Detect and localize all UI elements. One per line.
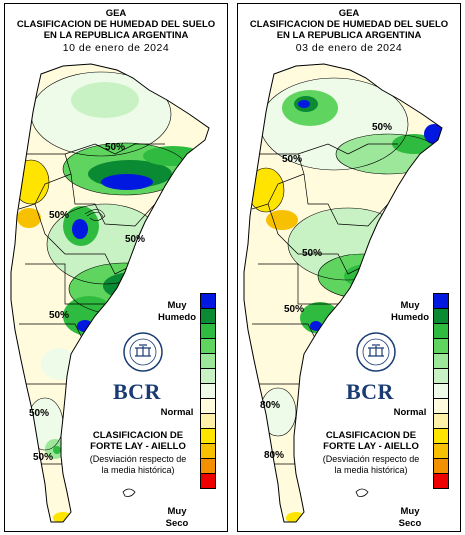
bcr-logo-text: BCR — [346, 379, 394, 404]
legend-label-very-dry: Muy — [400, 506, 420, 517]
legend-label-dry: Seco — [398, 518, 422, 529]
map-date: 10 de enero de 2024 — [62, 42, 170, 54]
contour-label: 50% — [302, 248, 323, 259]
legend-label-very-wet: Muy — [400, 300, 420, 311]
legend-swatch — [433, 458, 449, 474]
contour-label: 50% — [49, 210, 70, 221]
contour-label: 50% — [33, 452, 54, 463]
contour-label: 80% — [260, 400, 281, 411]
classification-title-line1: CLASIFICACION DE — [92, 430, 184, 441]
contour-label: 50% — [125, 234, 146, 245]
map-title-line1: GEA — [105, 8, 127, 19]
soil-moisture-map-panel-right: GEA CLASIFICACION DE HUMEDAD DEL SUELO E… — [237, 3, 461, 532]
contour-label: 50% — [29, 408, 50, 419]
contour-label: 50% — [105, 142, 126, 153]
map-title-line2: CLASIFICACION DE HUMEDAD DEL SUELO — [16, 19, 216, 30]
legend-label-normal: Normal — [393, 407, 427, 418]
contour-label: 50% — [372, 122, 393, 133]
argentina-map-left — [10, 63, 210, 523]
soil-moisture-map-panel-left: GEA CLASIFICACION DE HUMEDAD DEL SUELO E… — [4, 3, 228, 532]
legend-swatch — [433, 368, 449, 384]
legend-swatch — [200, 383, 216, 399]
legend-swatch — [200, 353, 216, 369]
legend-swatch — [433, 473, 449, 489]
legend-swatch — [433, 293, 449, 309]
argentina-map-right — [243, 63, 443, 523]
classification-title-line1: CLASIFICACION DE — [325, 430, 417, 441]
legend-swatch — [200, 413, 216, 429]
legend-swatch — [433, 338, 449, 354]
legend-label-normal: Normal — [160, 407, 194, 418]
moisture-legend — [200, 293, 216, 489]
legend-swatch — [200, 473, 216, 489]
legend-swatch — [433, 308, 449, 324]
legend-swatch — [433, 428, 449, 444]
classification-description-line1: (Desviación respecto de — [89, 454, 187, 464]
map-date: 03 de enero de 2024 — [295, 42, 403, 54]
map-title-line1: GEA — [338, 8, 360, 19]
map-title-line2: CLASIFICACION DE HUMEDAD DEL SUELO — [249, 19, 449, 30]
legend-label-wet: Humedo — [158, 312, 196, 323]
legend-swatch — [200, 308, 216, 324]
classification-title-line2: FORTE LAY - AIELLO — [90, 441, 186, 452]
legend-swatch — [200, 398, 216, 414]
legend-swatch — [200, 428, 216, 444]
legend-swatch — [200, 443, 216, 459]
legend-swatch — [433, 323, 449, 339]
moisture-legend — [433, 293, 449, 489]
legend-label-very-wet: Muy — [167, 300, 187, 311]
classification-description-line1: (Desviación respecto de — [322, 454, 420, 464]
bcr-seal-logo — [356, 332, 396, 372]
legend-swatch — [433, 353, 449, 369]
map-title-line3: EN LA REPUBLICA ARGENTINA — [276, 30, 422, 41]
legend-swatch — [433, 398, 449, 414]
contour-label: 50% — [282, 154, 303, 165]
legend-swatch — [200, 338, 216, 354]
legend-swatch — [200, 458, 216, 474]
legend-label-wet: Humedo — [391, 312, 429, 323]
contour-label: 80% — [264, 450, 285, 461]
legend-swatch — [433, 443, 449, 459]
legend-swatch — [433, 413, 449, 429]
legend-swatch — [200, 293, 216, 309]
bcr-seal-logo — [123, 332, 163, 372]
legend-label-dry: Seco — [165, 518, 189, 529]
classification-title-line2: FORTE LAY - AIELLO — [323, 441, 419, 452]
legend-swatch — [200, 368, 216, 384]
legend-swatch — [200, 323, 216, 339]
bcr-logo-text: BCR — [113, 379, 161, 404]
classification-description-line2: la media histórica) — [334, 465, 408, 475]
classification-description-line2: la media histórica) — [101, 465, 175, 475]
map-title-line3: EN LA REPUBLICA ARGENTINA — [43, 30, 189, 41]
contour-label: 50% — [284, 304, 305, 315]
legend-swatch — [433, 383, 449, 399]
contour-label: 50% — [49, 310, 70, 321]
legend-label-very-dry: Muy — [167, 506, 187, 517]
